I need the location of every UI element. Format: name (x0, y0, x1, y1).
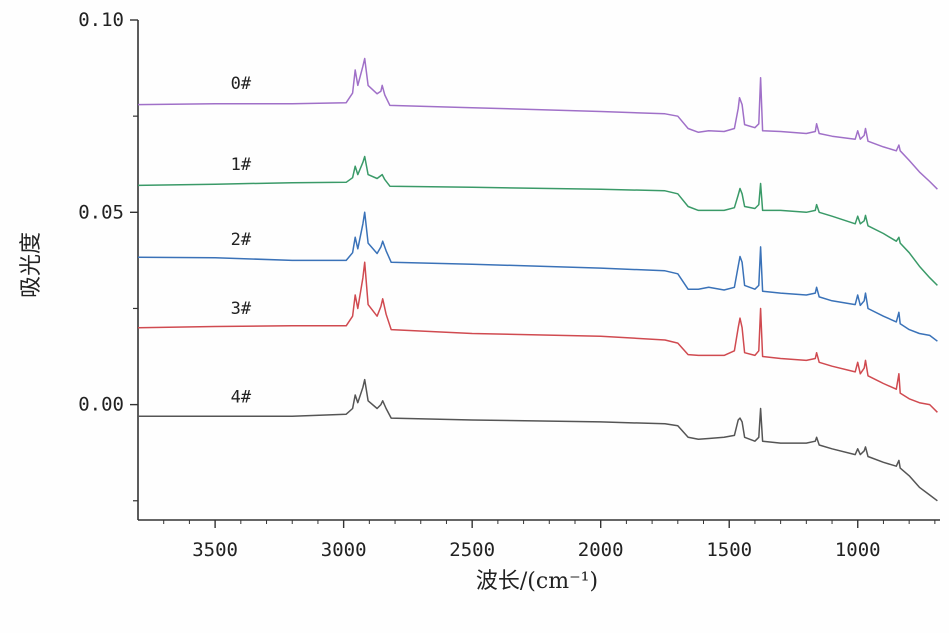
x-tick-label: 2000 (578, 539, 624, 561)
series-label: 2# (231, 230, 252, 250)
series-line-4 (138, 378, 938, 502)
series-label: 3# (231, 299, 252, 319)
y-axis-ticks: 0.00 0.05 0.10 (78, 9, 138, 502)
x-axis-ticks: 3500 3000 2500 2000 1500 1000 (163, 520, 936, 561)
series-line-0 (137, 57, 938, 190)
series-line-2 (137, 211, 938, 342)
series-line-3 (137, 261, 938, 413)
series-group: 0# 1# 2# 3# 4# (137, 57, 938, 502)
y-tick-label: 0.05 (78, 201, 124, 223)
x-tick-label: 1500 (706, 539, 752, 561)
x-tick-label: 2500 (449, 539, 495, 561)
x-axis-title: 波长/(cm⁻¹) (476, 569, 598, 594)
series-line-1 (137, 155, 938, 286)
y-axis-title: 吸光度 (19, 232, 44, 298)
x-tick-label: 3000 (321, 539, 367, 561)
x-tick-label: 3500 (192, 539, 238, 561)
series-label: 1# (231, 155, 252, 175)
y-tick-label: 0.10 (78, 9, 124, 31)
x-tick-label: 1000 (835, 539, 881, 561)
series-label: 4# (231, 388, 252, 408)
series-label: 0# (231, 74, 252, 94)
y-tick-label: 0.00 (78, 394, 124, 416)
